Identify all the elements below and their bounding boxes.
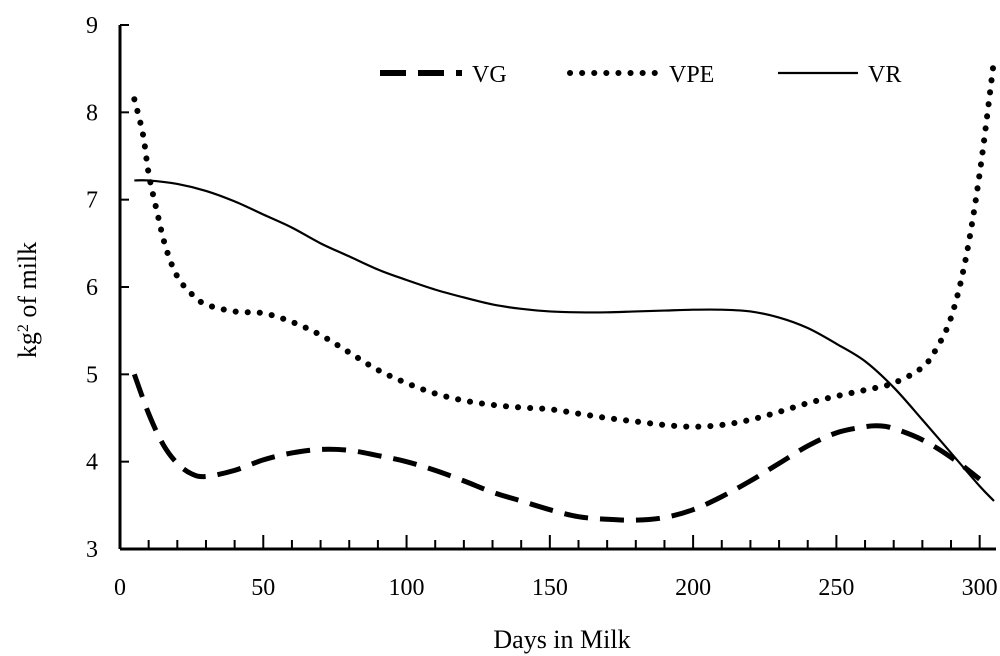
series-layer [131, 56, 997, 523]
y-tick-label: 5 [86, 362, 98, 388]
y-tick-label: 6 [86, 275, 98, 301]
x-tick-label: 200 [675, 575, 711, 601]
y-tick-label: 9 [86, 13, 98, 39]
y-tick-label: 7 [86, 188, 98, 214]
y-axis-label-main: kg [13, 332, 42, 358]
x-axis-label: Days in Milk [493, 625, 630, 654]
y-axis-label-rest: of milk [13, 242, 42, 324]
series-line-vpe [131, 56, 997, 430]
y-tick-label: 4 [86, 450, 98, 476]
legend-label-vg: VG [472, 62, 507, 88]
y-tick-label: 3 [86, 537, 98, 563]
x-tick-label: 250 [818, 575, 854, 601]
x-tick-label: 0 [114, 575, 126, 601]
series-line-vg [131, 373, 982, 523]
legend-label-vr: VR [868, 62, 901, 88]
legend-label-vpe: VPE [669, 62, 714, 88]
y-axis-label: kg2 of milk [13, 242, 42, 358]
legend: VG VPE VR [380, 62, 901, 88]
x-axis: 0 50 100 150 200 250 300 [114, 535, 998, 601]
x-tick-label: 300 [962, 575, 998, 601]
y-axis: 3 4 5 6 7 8 9 [86, 13, 129, 563]
x-tick-label: 150 [532, 575, 568, 601]
y-axis-label-sup: 2 [15, 324, 32, 332]
x-tick-label: 100 [389, 575, 425, 601]
y-tick-label: 8 [86, 100, 98, 126]
series-line-vr [134, 179, 995, 502]
x-tick-label: 50 [251, 575, 275, 601]
